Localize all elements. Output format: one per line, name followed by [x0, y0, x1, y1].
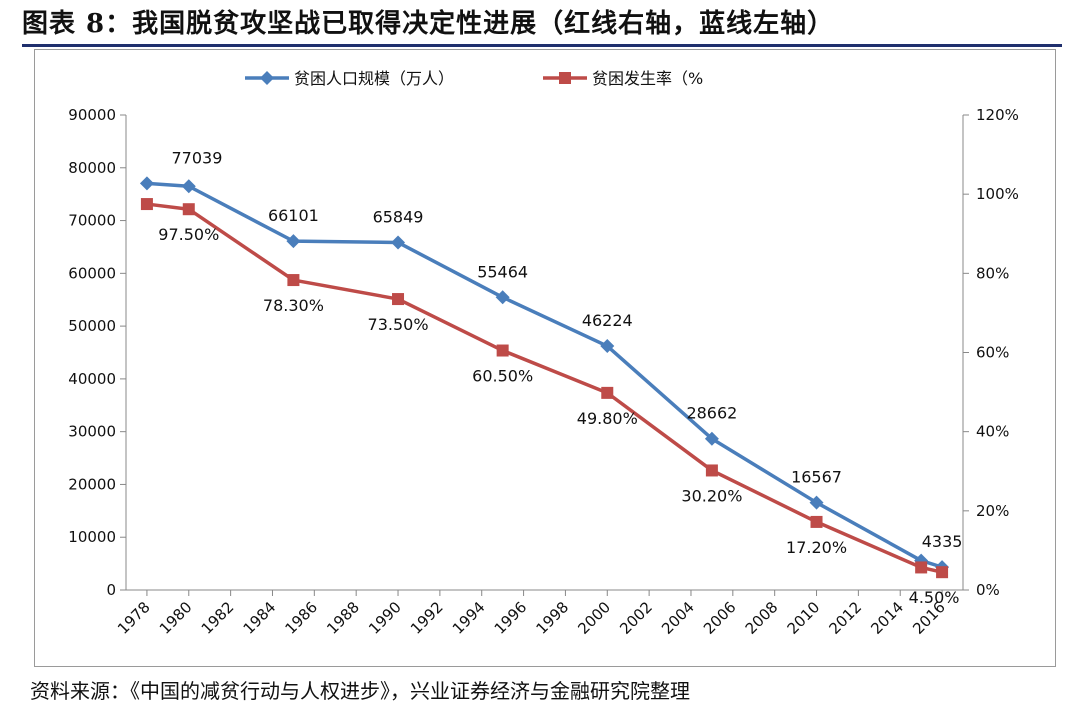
x-tick-label: 2014: [867, 598, 907, 638]
series-1-point: [495, 290, 510, 305]
data-label: 65849: [373, 207, 424, 226]
data-label: 4335: [922, 532, 963, 551]
series-1-point: [391, 235, 406, 250]
series-2-point: [601, 386, 614, 399]
x-tick-label: 1988: [323, 598, 363, 638]
data-label: 60.50%: [472, 367, 533, 386]
series-2-point: [287, 274, 300, 287]
x-tick-label: 2012: [825, 598, 865, 638]
y-right-tick-label: 20%: [976, 502, 1009, 520]
x-tick-label: 1982: [198, 598, 238, 638]
legend-label-1: 贫困人口规模（万人）: [294, 69, 454, 88]
y-right-tick-label: 40%: [976, 423, 1009, 441]
data-label: 30.20%: [681, 486, 742, 505]
series-line-2: [146, 202, 943, 574]
series-line-1: [146, 181, 943, 569]
series-1-point: [600, 339, 615, 354]
data-label: 77039: [171, 148, 222, 167]
y-left-tick-label: 90000: [68, 106, 116, 124]
data-label: 4.50%: [909, 588, 960, 607]
x-tick-label: 2002: [616, 598, 656, 638]
data-label: 16567: [791, 468, 842, 487]
title-divider: [22, 44, 1062, 47]
series-1-point: [286, 234, 301, 249]
data-label: 55464: [477, 262, 528, 281]
data-label: 66101: [268, 206, 319, 225]
y-right-tick-label: 80%: [976, 264, 1009, 282]
x-tick-label: 1992: [407, 598, 447, 638]
legend-marker-1: [260, 71, 274, 85]
x-tick-label: 1996: [491, 598, 531, 638]
x-tick-label: 1984: [240, 598, 280, 638]
data-label: 28662: [686, 404, 737, 423]
y-left-tick-label: 30000: [68, 423, 116, 441]
data-label: 46224: [582, 311, 633, 330]
series-2-point: [140, 198, 153, 211]
data-label: 78.30%: [263, 296, 324, 315]
series-2-point: [392, 293, 405, 306]
series-2-point: [705, 464, 718, 477]
series-1-point: [809, 495, 824, 510]
data-label: 17.20%: [786, 538, 847, 557]
data-labels: 77039 66101 65849 55464 46224 28662 16567 4335 9…: [158, 148, 962, 607]
x-tick-label: 2004: [658, 598, 698, 638]
legend: 贫困人口规模（万人） 贫困发生率（%: [245, 69, 703, 88]
series-lines: [139, 176, 950, 579]
figure-title: 图表 8：我国脱贫攻坚战已取得决定性进展（红线右轴，蓝线左轴）: [22, 9, 835, 39]
x-tick-label: 2006: [700, 598, 740, 638]
y-left-tick-label: 60000: [68, 264, 116, 282]
y-left-tick-label: 70000: [68, 212, 116, 230]
y-left-tick-label: 80000: [68, 159, 116, 177]
x-tick-label: 1978: [114, 598, 154, 638]
x-tick-label: 2000: [574, 598, 614, 638]
x-tick-label: 1986: [281, 598, 321, 638]
data-label: 49.80%: [577, 409, 638, 428]
y-left-tick-label: 40000: [68, 370, 116, 388]
y-left-tick-label: 0: [106, 581, 116, 599]
legend-marker-2: [559, 72, 571, 84]
x-tick-label: 2008: [742, 598, 782, 638]
y-left-tick-label: 20000: [68, 475, 116, 493]
x-tick-label: 1990: [365, 598, 405, 638]
y-right-tick-label: 120%: [976, 106, 1019, 124]
y-left-tick-label: 50000: [68, 317, 116, 335]
x-tick-label: 1994: [449, 598, 489, 638]
x-tick-label: 1980: [156, 598, 196, 638]
x-tick-label: 2010: [784, 598, 824, 638]
x-tick-label: 1998: [533, 598, 573, 638]
source-note: 资料来源：《中国的减贫行动与人权进步》，兴业证券经济与金融研究院整理: [30, 679, 690, 703]
series-1-point: [704, 431, 719, 446]
chart-frame: [34, 49, 1056, 667]
legend-label-2: 贫困发生率（%: [592, 69, 703, 88]
series-1-point: [139, 176, 154, 191]
data-label: 97.50%: [158, 225, 219, 244]
series-2-point: [810, 515, 823, 528]
y-right-tick-label: 0%: [976, 581, 1000, 599]
y-right-tick-label: 60%: [976, 344, 1009, 362]
series-2-point: [915, 561, 928, 574]
series-2-point: [182, 203, 195, 216]
y-left-tick-label: 10000: [68, 528, 116, 546]
series-2-point: [496, 344, 509, 357]
y-right-tick-label: 100%: [976, 185, 1019, 203]
series-1-point: [181, 179, 196, 194]
series-2-point: [936, 566, 949, 579]
axes: 0 10000 20000 30000 40000 50000 60000 70000 8000…: [68, 106, 1019, 638]
data-label: 73.50%: [368, 315, 429, 334]
